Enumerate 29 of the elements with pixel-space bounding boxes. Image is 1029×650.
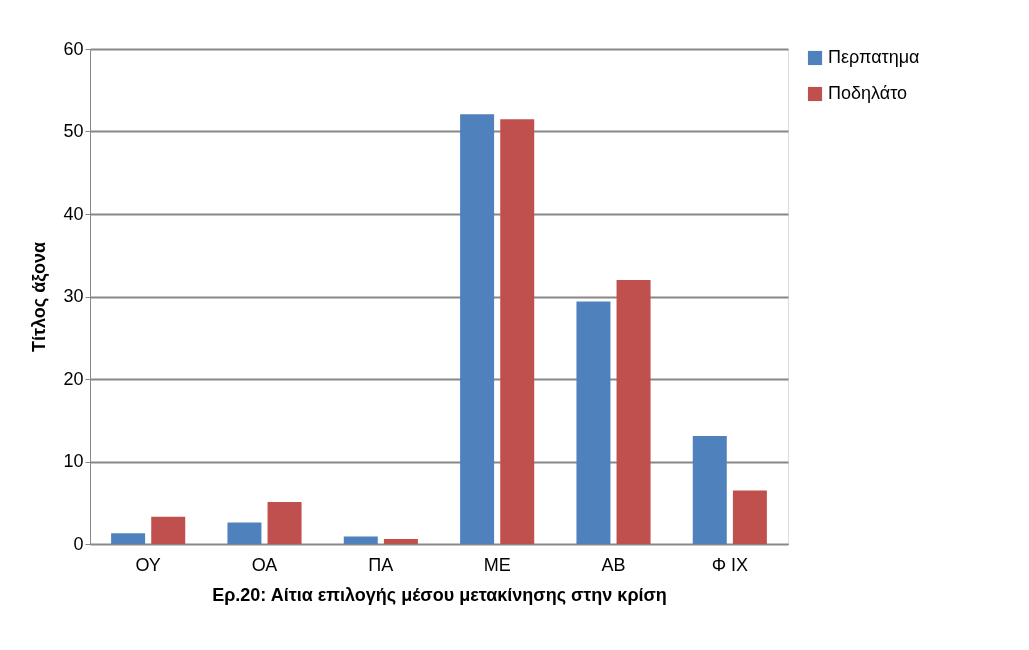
x-axis-title: Ερ.20: Αίτια επιλογής μέσου μετακίνησης στην κρίση <box>212 584 667 605</box>
x-tick-label: ΟΑ <box>251 554 278 575</box>
x-tick-label: ΑΒ <box>601 554 626 575</box>
y-tick-label: 20 <box>63 368 84 389</box>
bar <box>267 501 302 544</box>
bar <box>460 114 495 544</box>
bar <box>500 119 535 544</box>
y-tick-label: 10 <box>63 451 84 471</box>
bar <box>732 490 767 544</box>
bar <box>576 301 611 544</box>
y-tick-label: 50 <box>63 121 84 141</box>
x-tick-label: ΠΑ <box>368 554 394 575</box>
y-axis-title: Τίτλος άξονα <box>29 241 51 353</box>
legend-label: Περπατημα <box>828 47 920 67</box>
bar <box>616 280 651 544</box>
bar <box>151 516 186 544</box>
x-tick-label: ΟΥ <box>135 554 161 575</box>
x-tick-label: ΜΕ <box>483 554 511 575</box>
x-tick-label: Φ ΙΧ <box>711 554 749 575</box>
y-tick-label: 40 <box>63 203 84 224</box>
y-tick-label: 0 <box>73 533 84 554</box>
y-tick-label: 30 <box>63 286 84 306</box>
bar <box>383 539 418 544</box>
legend-label: Ποδηλάτο <box>828 83 908 103</box>
bar <box>227 522 262 544</box>
bar <box>343 536 378 544</box>
bar <box>111 533 146 544</box>
y-tick-label: 60 <box>63 38 84 59</box>
bar <box>692 435 727 544</box>
